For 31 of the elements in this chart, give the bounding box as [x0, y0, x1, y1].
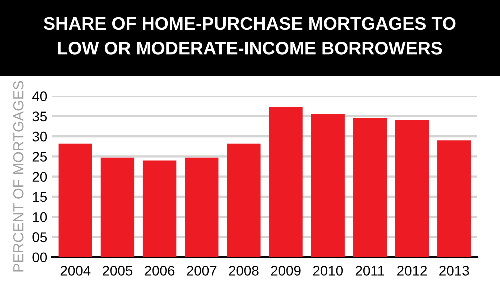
x-tick-label: 2011 [356, 266, 384, 276]
bar [395, 120, 430, 258]
x-tick-label: 2005 [102, 266, 133, 276]
x-tick-label: 2006 [145, 266, 175, 276]
x-tick-label: 2004 [60, 266, 91, 276]
x-tick-label: 2008 [229, 266, 259, 276]
y-tick-label: 40 [32, 92, 48, 102]
y-tick-label: 30 [32, 132, 48, 142]
y-axis-title: PERCENT OF MORTGAGES [13, 81, 24, 272]
bar [269, 107, 303, 258]
bar [185, 158, 219, 258]
bar [142, 160, 177, 258]
y-tick-label: 00 [32, 252, 48, 263]
bar [438, 140, 472, 258]
chart-title: SHARE OF HOME-PURCHASE MORTGAGES TO LOW OR MODERATE-INCOME BORROWERS [44, 17, 456, 55]
y-tick-label: 15 [33, 192, 48, 202]
x-tick-label: 2007 [187, 266, 217, 276]
bar [58, 144, 92, 258]
y-tick-label: 05 [32, 232, 48, 242]
y-tick-label: 25 [32, 152, 48, 162]
x-tick-label: 2012 [398, 266, 428, 276]
y-tick-label: 20 [32, 172, 48, 182]
x-tick-label: 2013 [440, 266, 470, 276]
x-tick-label: 2009 [271, 266, 301, 276]
y-tick-label: 10 [33, 212, 48, 222]
bar [100, 158, 135, 258]
bar [353, 118, 388, 258]
x-tick-label: 2010 [313, 266, 344, 276]
y-tick-label: 35 [32, 112, 48, 122]
bar [311, 114, 345, 258]
bar [227, 144, 261, 258]
